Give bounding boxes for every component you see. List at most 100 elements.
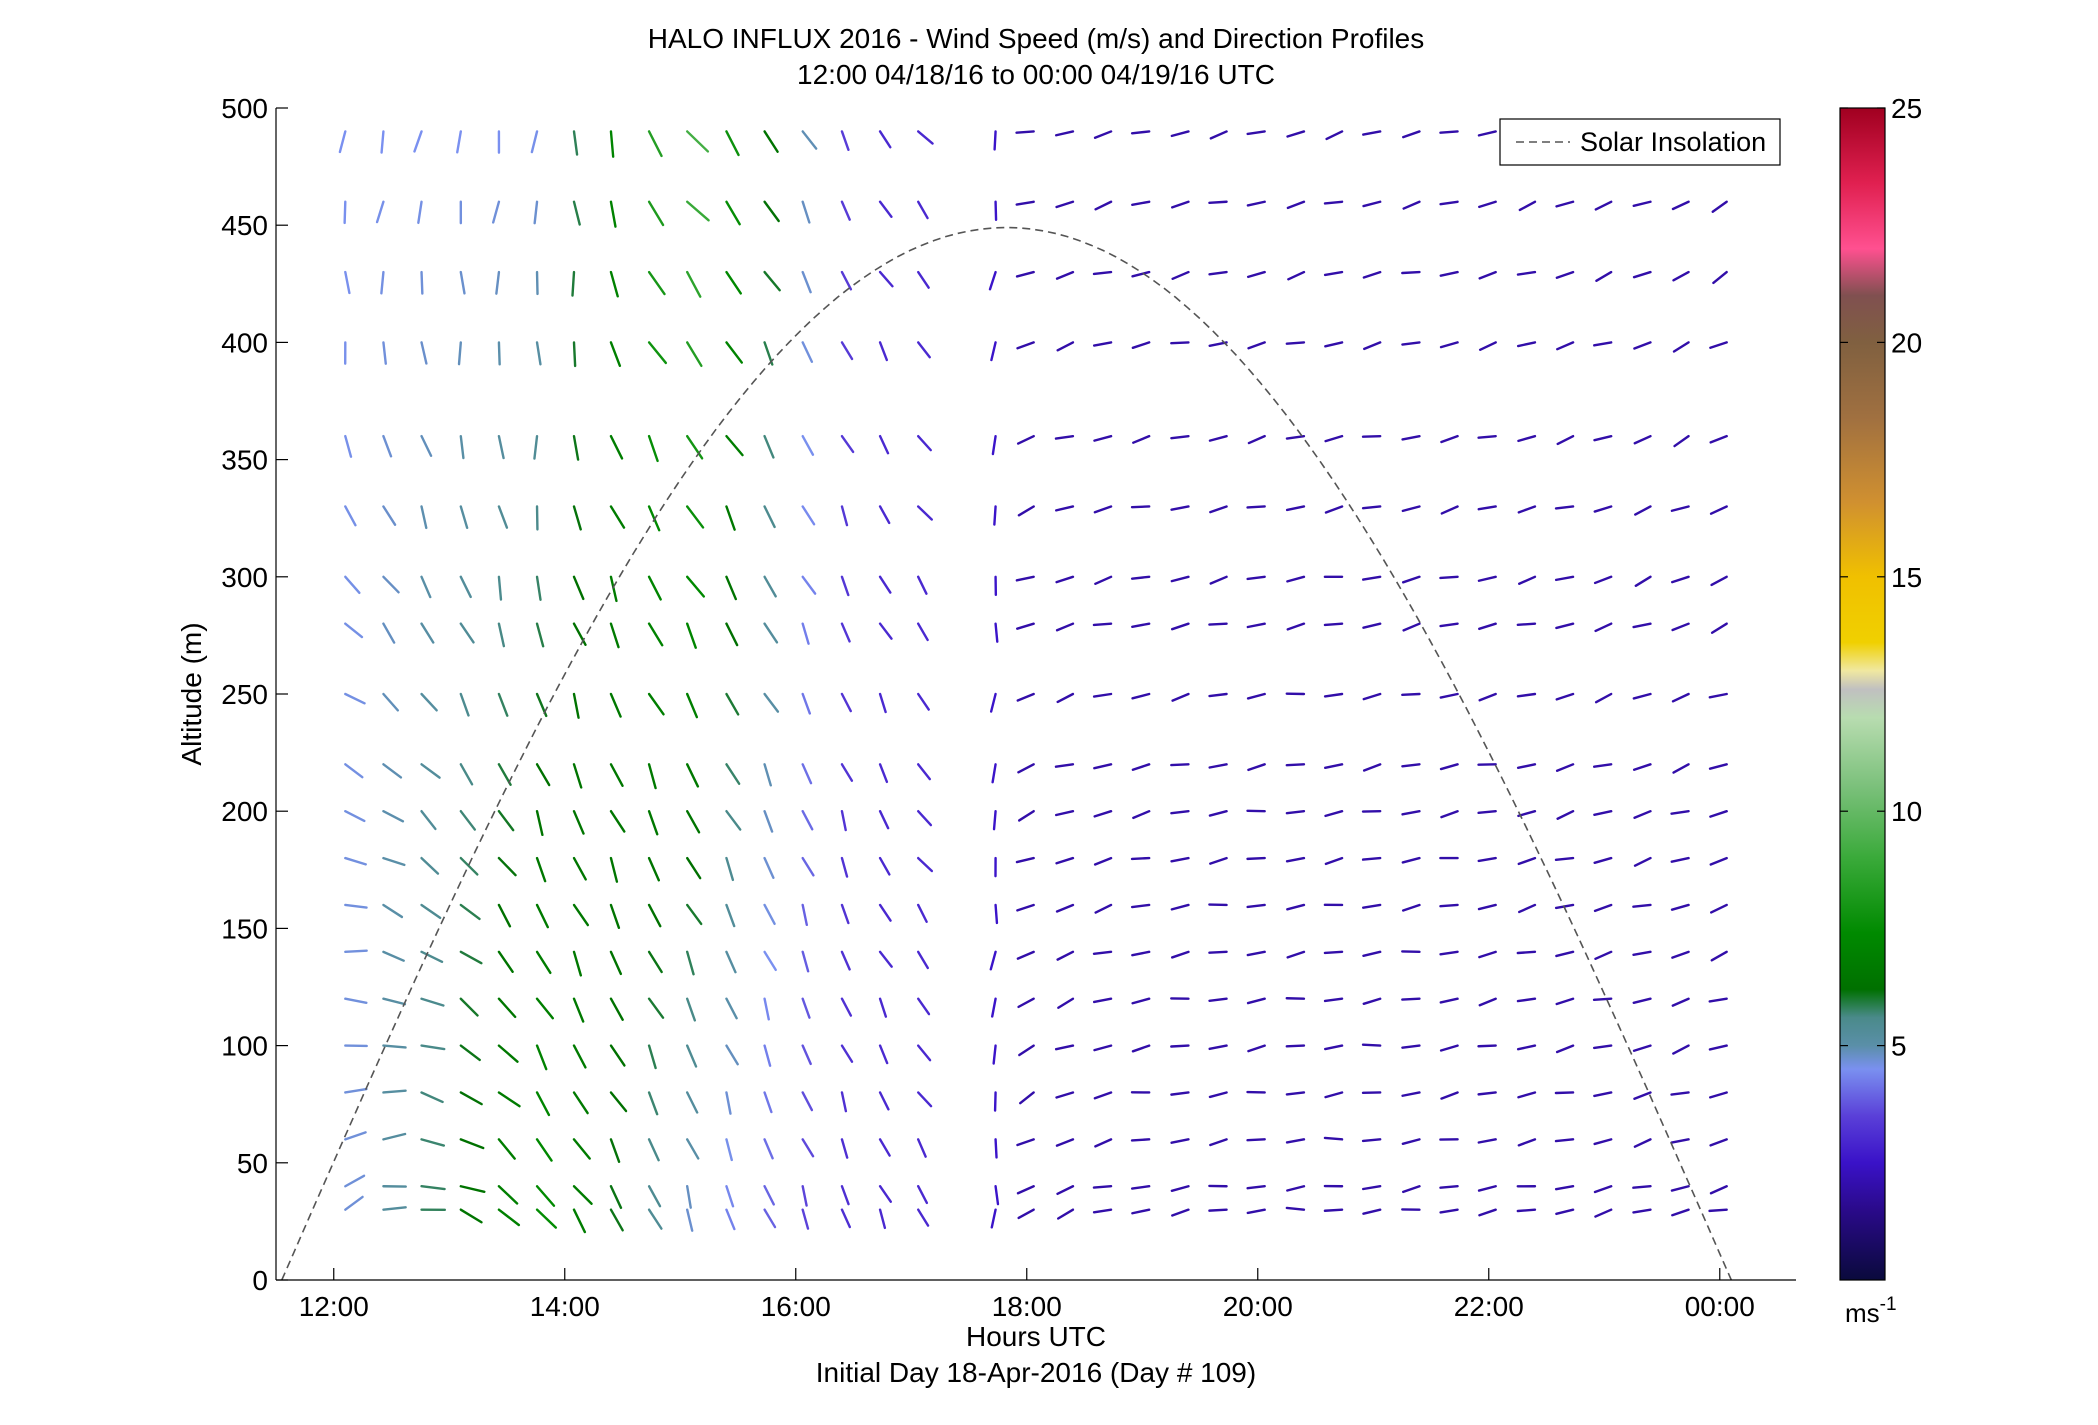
wind-barb xyxy=(497,763,512,786)
wind-barb xyxy=(994,1138,998,1159)
wind-barb xyxy=(459,763,474,786)
wind-barb xyxy=(1517,1091,1537,1099)
wind-barb xyxy=(1708,997,1728,1003)
wind-barb xyxy=(497,903,512,928)
wind-barb xyxy=(535,997,554,1020)
wind-barb xyxy=(1440,1091,1459,1100)
wind-barb xyxy=(725,1208,736,1231)
wind-barb xyxy=(801,130,818,150)
wind-barb xyxy=(420,903,442,920)
wind-barb xyxy=(1056,950,1075,961)
y-tick-label: 350 xyxy=(221,445,268,476)
wind-barb xyxy=(1670,810,1690,815)
wind-barb xyxy=(1593,903,1613,913)
wind-barb xyxy=(1055,575,1075,584)
wind-barb xyxy=(1286,130,1306,138)
wind-barb xyxy=(840,130,850,152)
wind-barb xyxy=(1633,434,1652,445)
wind-barb xyxy=(916,434,932,452)
wind-barb xyxy=(647,270,666,296)
wind-barb xyxy=(535,1091,551,1117)
wind-barb xyxy=(1709,1138,1728,1147)
wind-barb xyxy=(1209,856,1228,865)
wind-barb xyxy=(1670,1138,1690,1144)
wind-barb xyxy=(685,1208,694,1232)
wind-barb xyxy=(1170,856,1190,863)
y-axis-ticks: 0 50 100 150 200 250 300 350 400 450 500 xyxy=(221,93,288,1296)
wind-barb xyxy=(1712,270,1728,285)
wind-barb xyxy=(344,903,368,909)
wind-barb xyxy=(1478,341,1497,351)
wind-barb xyxy=(344,505,357,527)
colorbar-tick-label: 10 xyxy=(1891,796,1922,827)
wind-barb xyxy=(725,856,735,882)
wind-barb xyxy=(1208,1044,1228,1051)
chart-subtitle: 12:00 04/18/16 to 00:00 04/19/16 UTC xyxy=(797,59,1275,90)
wind-barb xyxy=(459,622,475,644)
wind-barb xyxy=(1401,1091,1421,1097)
wind-barb xyxy=(1285,1044,1306,1048)
wind-barb xyxy=(840,856,849,878)
wind-barb xyxy=(1478,200,1497,209)
wind-barb xyxy=(916,200,929,220)
wind-barb xyxy=(916,1185,929,1205)
wind-barb xyxy=(1287,270,1306,281)
wind-barb xyxy=(1594,950,1613,961)
wind-barb xyxy=(725,575,738,601)
wind-barb xyxy=(647,903,662,928)
x-tick-label: 16:00 xyxy=(761,1291,831,1322)
wind-barb xyxy=(1208,763,1228,769)
wind-barb xyxy=(1555,1208,1575,1216)
wind-barb xyxy=(1556,810,1575,820)
wind-barb xyxy=(725,1138,733,1162)
wind-barb xyxy=(1286,622,1306,631)
wind-barb xyxy=(497,810,515,832)
wind-barb xyxy=(725,1044,739,1066)
wind-barb xyxy=(1593,505,1613,513)
wind-barb xyxy=(382,997,407,1006)
wind-barb xyxy=(1439,1185,1459,1189)
wind-barb xyxy=(1092,341,1113,347)
wind-barb xyxy=(497,575,503,601)
wind-barb xyxy=(609,130,615,158)
wind-barb xyxy=(1517,856,1537,866)
wind-barb xyxy=(1246,505,1266,509)
wind-barb xyxy=(1361,1043,1382,1047)
wind-barb xyxy=(1477,810,1497,815)
wind-barb xyxy=(1709,434,1728,444)
wind-barb xyxy=(1711,200,1728,213)
wind-barb xyxy=(1247,434,1266,445)
wind-barb xyxy=(1478,270,1497,280)
wind-barb xyxy=(840,341,854,361)
wind-barb xyxy=(1016,1185,1035,1195)
wind-barb xyxy=(1709,1185,1728,1195)
wind-barb xyxy=(535,575,542,601)
wind-barb xyxy=(1554,1185,1575,1191)
wind-barb xyxy=(459,692,470,717)
wind-barb xyxy=(725,763,741,785)
wind-barb xyxy=(1673,434,1690,448)
wind-barb xyxy=(840,1091,848,1113)
wind-barb xyxy=(459,810,477,831)
wind-barb xyxy=(685,200,710,222)
wind-barb xyxy=(459,1044,481,1062)
wind-barb xyxy=(344,1174,366,1188)
wind-barb xyxy=(609,1044,626,1067)
wind-barb xyxy=(647,1044,657,1070)
wind-barb xyxy=(420,341,428,365)
wind-barb xyxy=(878,1185,892,1203)
wind-barb xyxy=(1632,200,1652,208)
wind-barb xyxy=(1593,810,1613,816)
wind-barb xyxy=(840,270,853,291)
wind-barb xyxy=(1324,434,1344,443)
wind-barb xyxy=(1130,856,1151,861)
wind-barb xyxy=(801,763,813,785)
wind-barb xyxy=(344,692,366,705)
wind-barb xyxy=(1361,505,1382,510)
wind-barb xyxy=(878,270,894,288)
wind-barb xyxy=(338,130,347,154)
wind-barb xyxy=(685,997,697,1022)
wind-barb xyxy=(1016,903,1035,912)
wind-barb xyxy=(1439,997,1459,1004)
wind-barb xyxy=(1171,692,1190,702)
